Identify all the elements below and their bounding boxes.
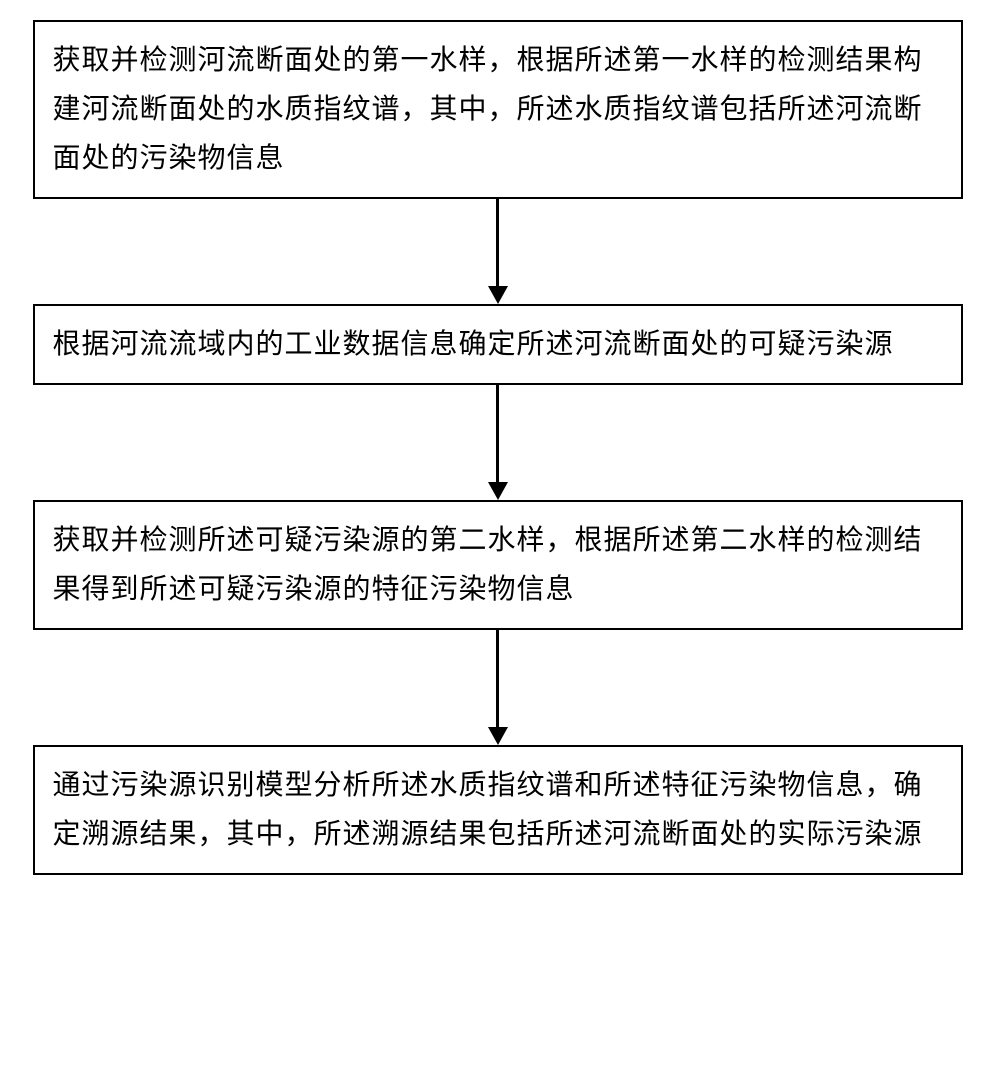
- flowchart-step-4: 通过污染源识别模型分析所述水质指纹谱和所述特征污染物信息，确定溯源结果，其中，所…: [33, 745, 963, 875]
- arrow-line: [496, 199, 499, 286]
- step1-text: 获取并检测河流断面处的第一水样，根据所述第一水样的检测结果构建河流断面处的水质指…: [53, 45, 923, 174]
- step2-text: 根据河流流域内的工业数据信息确定所述河流断面处的可疑污染源: [53, 329, 894, 360]
- flowchart-step-2: 根据河流流域内的工业数据信息确定所述河流断面处的可疑污染源: [33, 304, 963, 385]
- arrow-2: [488, 385, 508, 500]
- arrow-head-icon: [488, 286, 508, 304]
- arrow-line: [496, 385, 499, 482]
- arrow-line: [496, 630, 499, 727]
- arrow-3: [488, 630, 508, 745]
- arrow-head-icon: [488, 482, 508, 500]
- step3-text: 获取并检测所述可疑污染源的第二水样，根据所述第二水样的检测结果得到所述可疑污染源…: [53, 525, 923, 605]
- flowchart-step-3: 获取并检测所述可疑污染源的第二水样，根据所述第二水样的检测结果得到所述可疑污染源…: [33, 500, 963, 630]
- arrow-1: [488, 199, 508, 304]
- flowchart-step-1: 获取并检测河流断面处的第一水样，根据所述第一水样的检测结果构建河流断面处的水质指…: [33, 20, 963, 199]
- arrow-head-icon: [488, 727, 508, 745]
- step4-text: 通过污染源识别模型分析所述水质指纹谱和所述特征污染物信息，确定溯源结果，其中，所…: [53, 770, 923, 850]
